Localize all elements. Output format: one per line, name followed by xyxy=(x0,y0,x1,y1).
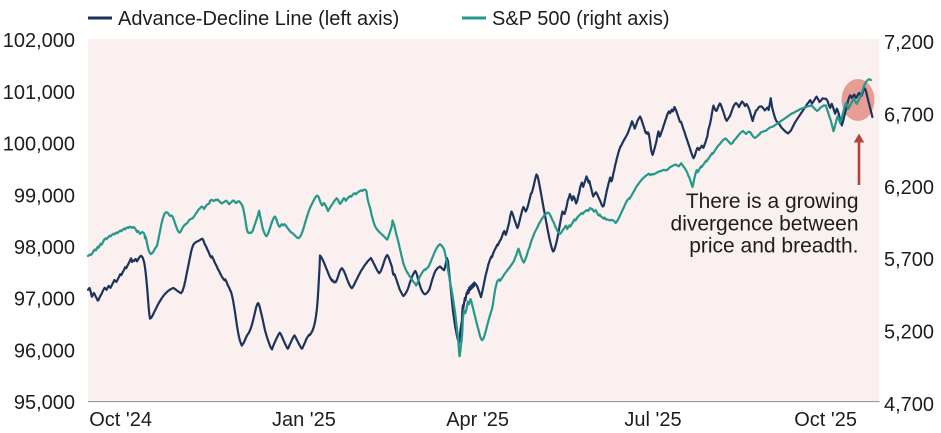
svg-text:Jul '25: Jul '25 xyxy=(624,409,681,431)
svg-text:102,000: 102,000 xyxy=(3,30,75,52)
svg-text:Advance-Decline Line (left axi: Advance-Decline Line (left axis) xyxy=(118,8,399,30)
svg-text:5,200: 5,200 xyxy=(884,322,934,344)
svg-text:100,000: 100,000 xyxy=(3,134,75,156)
svg-text:Oct '24: Oct '24 xyxy=(89,409,152,431)
svg-text:There is a growing: There is a growing xyxy=(686,190,859,213)
svg-text:96,000: 96,000 xyxy=(14,340,75,362)
svg-text:price and breadth.: price and breadth. xyxy=(689,235,858,258)
svg-text:S&P 500 (right axis): S&P 500 (right axis) xyxy=(492,8,670,30)
svg-text:99,000: 99,000 xyxy=(14,185,75,207)
svg-text:Apr '25: Apr '25 xyxy=(446,409,509,431)
svg-text:4,700: 4,700 xyxy=(884,394,934,416)
svg-text:Jan '25: Jan '25 xyxy=(272,409,336,431)
svg-text:7,200: 7,200 xyxy=(884,32,934,54)
svg-text:95,000: 95,000 xyxy=(14,392,75,414)
svg-text:Oct '25: Oct '25 xyxy=(794,409,857,431)
svg-text:5,700: 5,700 xyxy=(884,249,934,271)
svg-text:101,000: 101,000 xyxy=(3,82,75,104)
svg-text:6,700: 6,700 xyxy=(884,104,934,126)
svg-text:98,000: 98,000 xyxy=(14,237,75,259)
svg-text:97,000: 97,000 xyxy=(14,289,75,311)
svg-text:divergence between: divergence between xyxy=(671,212,859,235)
svg-text:6,200: 6,200 xyxy=(884,177,934,199)
